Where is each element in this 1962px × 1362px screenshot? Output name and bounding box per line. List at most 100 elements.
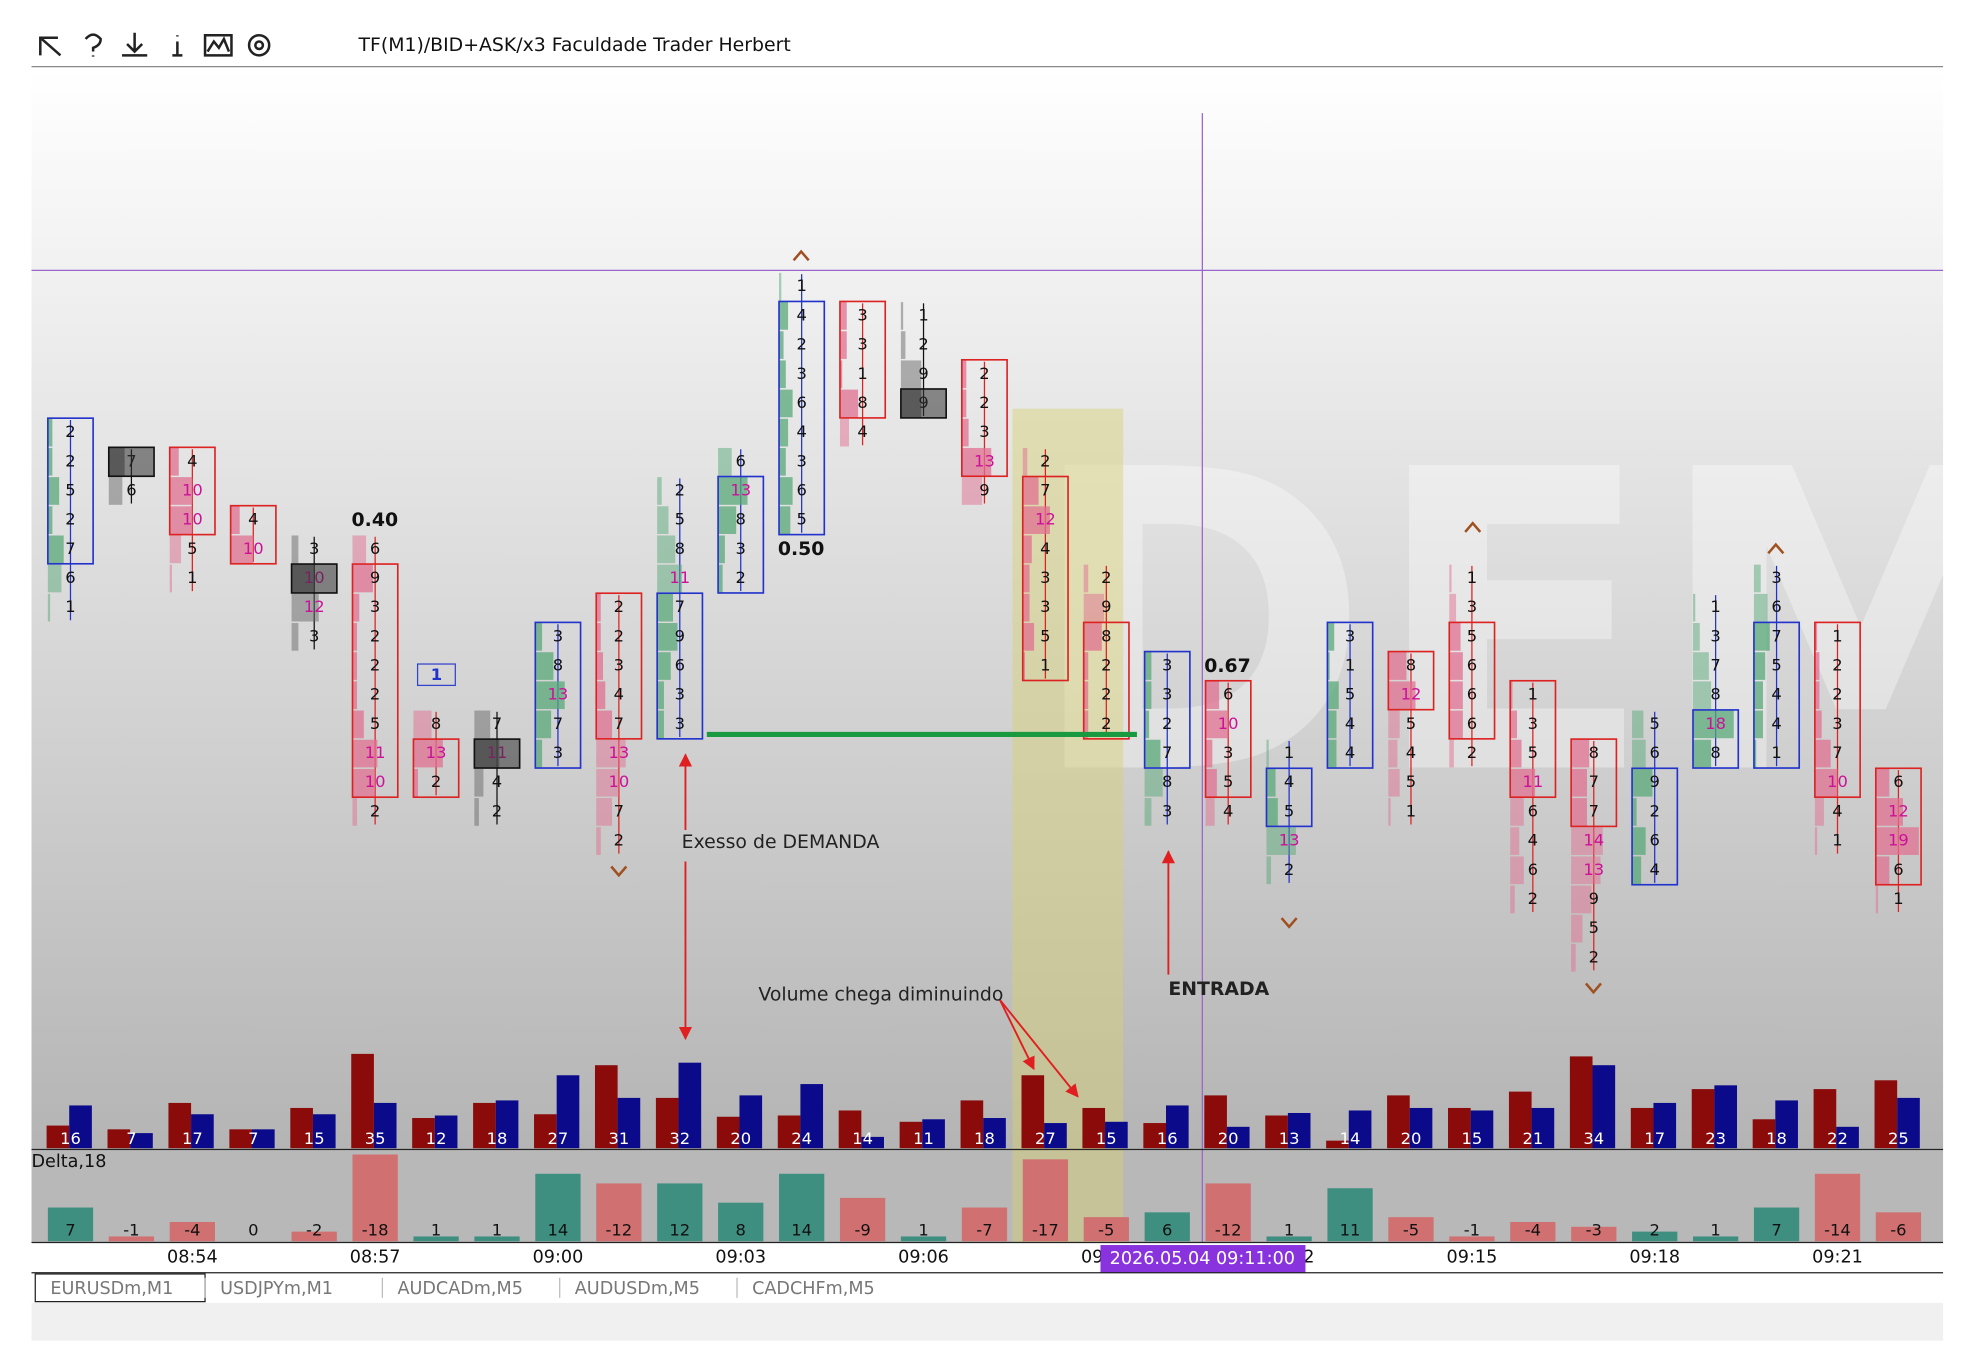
- cell-bar: [1449, 739, 1454, 768]
- cell-value: 3: [857, 335, 867, 354]
- cell-value: 4: [1345, 743, 1355, 762]
- buy-bar: [861, 1136, 884, 1149]
- time-label: 09:00: [533, 1248, 584, 1268]
- tool-settings[interactable]: [247, 33, 271, 57]
- sell-bar: [1508, 1091, 1532, 1149]
- cell-bar: [1266, 768, 1276, 797]
- tab[interactable]: AUDUSDm,M5: [575, 1279, 700, 1299]
- volume-total: 31: [608, 1129, 629, 1148]
- candle-body: [473, 738, 521, 769]
- cell-value: 2: [1162, 714, 1172, 733]
- tabs: EURUSDm,M1 USDJPYm,M1 AUDCADm,M5 AUDUSDm,M5…: [34, 1273, 875, 1303]
- cell-bar: [779, 477, 793, 505]
- cell-bar: [1083, 652, 1089, 680]
- buy-bar: [252, 1129, 275, 1149]
- cell-bar: [1753, 623, 1770, 651]
- cell-value: 5: [1771, 656, 1781, 675]
- candle-body: [1326, 621, 1374, 769]
- cell-bar: [1144, 710, 1150, 739]
- delta-value: 7: [65, 1221, 75, 1240]
- candle-body: [1814, 621, 1861, 799]
- tool-chart[interactable]: [203, 33, 233, 57]
- candle-body: [107, 446, 155, 478]
- cell-bar: [1753, 681, 1763, 710]
- tab[interactable]: AUDCADm,M5: [397, 1279, 522, 1299]
- cell-value: 19: [1888, 831, 1909, 850]
- cell-value: 3: [857, 305, 867, 324]
- cell-bar: [1875, 768, 1890, 797]
- cell-bar: [1449, 710, 1463, 739]
- cell-value: 6: [796, 480, 806, 499]
- cell-bar: [1144, 798, 1152, 826]
- buy-bar: [130, 1133, 153, 1149]
- tool-info[interactable]: [172, 35, 183, 57]
- delta-bar: [596, 1183, 642, 1242]
- buy-bar: [1531, 1107, 1555, 1149]
- buy-bar: [1836, 1126, 1859, 1149]
- sell-bar: [1021, 1075, 1045, 1149]
- cell-value: 4: [1284, 772, 1294, 791]
- cell-bar: [596, 827, 601, 855]
- tool-download[interactable]: [122, 32, 148, 57]
- cell-bar: [1388, 768, 1400, 797]
- cell-value: 2: [1101, 685, 1111, 704]
- cell-value: 10: [1827, 772, 1848, 791]
- cell-bar: [1022, 447, 1028, 476]
- delta-value: 1: [1710, 1221, 1720, 1240]
- cell-bar: [596, 593, 601, 622]
- cell-value: 9: [918, 364, 928, 383]
- cell-bar: [291, 623, 299, 651]
- tab[interactable]: EURUSDm,M1: [50, 1279, 173, 1299]
- sell-bar: [655, 1097, 679, 1149]
- tab[interactable]: CADCHFm,M5: [752, 1279, 875, 1299]
- cell-value: 3: [309, 626, 319, 645]
- price-pane: [31, 69, 1944, 1151]
- delta-value: -14: [1824, 1221, 1851, 1240]
- cell-value: 2: [918, 335, 928, 354]
- delta-value: 6: [1162, 1221, 1172, 1240]
- delta-bar: [47, 1207, 94, 1242]
- cell-value: 6: [1467, 656, 1477, 675]
- tab[interactable]: USDJPYm,M1: [220, 1279, 333, 1299]
- cell-bar: [1266, 739, 1269, 768]
- annotation-entry: ENTRADA: [1168, 978, 1269, 1000]
- delta-bar: [1388, 1217, 1434, 1242]
- delta-bar: [108, 1236, 155, 1242]
- cell-value: 2: [614, 597, 624, 616]
- candle-body: [1631, 767, 1679, 886]
- candle-body: [1874, 767, 1922, 886]
- cell-bar: [474, 710, 491, 739]
- delta-bar: [718, 1202, 764, 1242]
- tool-cursor[interactable]: [39, 36, 62, 57]
- time-label: 09:06: [898, 1248, 949, 1268]
- boxed-label: 1: [431, 665, 442, 684]
- cell-value: 9: [675, 626, 685, 645]
- sell-bar: [1569, 1056, 1593, 1149]
- cell-value: 2: [492, 801, 502, 820]
- delta-value: 12: [669, 1221, 690, 1240]
- cell-bar: [718, 564, 723, 593]
- cell-value: 8: [1710, 685, 1720, 704]
- time-axis: [31, 1242, 1944, 1273]
- cell-bar: [1449, 593, 1457, 622]
- cell-value: 11: [1522, 772, 1543, 791]
- tool-help[interactable]: [84, 33, 102, 57]
- volume-total: 16: [1157, 1129, 1178, 1148]
- cell-bar: [1449, 652, 1463, 680]
- buy-bar: [1897, 1097, 1920, 1149]
- cell-value: 8: [1589, 743, 1599, 762]
- cell-bar: [1510, 768, 1536, 797]
- cell-bar: [1022, 593, 1030, 622]
- cell-value: 2: [1589, 947, 1599, 966]
- cell-value: 4: [1406, 743, 1416, 762]
- cell-bar: [352, 710, 364, 739]
- cell-value: 7: [614, 801, 624, 820]
- cell-value: 8: [553, 656, 563, 675]
- cell-bar: [1266, 856, 1272, 885]
- cell-value: 3: [1223, 743, 1233, 762]
- cell-value: 3: [1771, 568, 1781, 587]
- sell-bar: [899, 1121, 923, 1149]
- cell-bar: [47, 593, 51, 622]
- cell-bar: [1327, 710, 1337, 739]
- sell-bar: [1448, 1107, 1471, 1149]
